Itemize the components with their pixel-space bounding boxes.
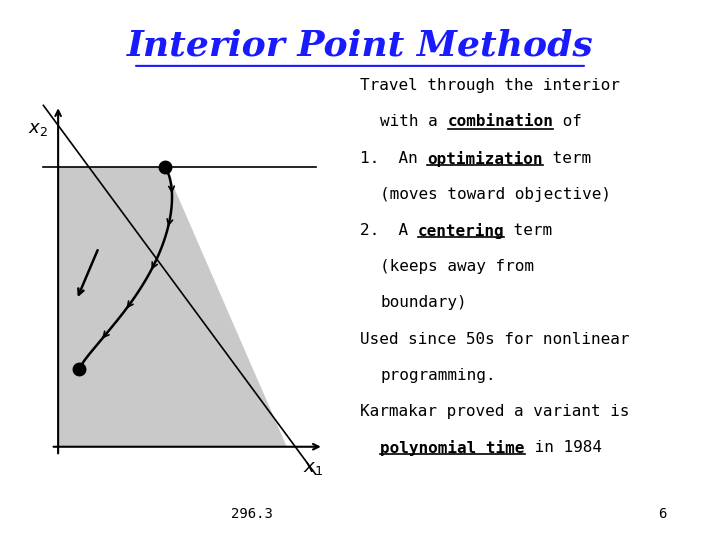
Text: (keeps away from: (keeps away from bbox=[380, 259, 534, 274]
Text: Travel through the interior: Travel through the interior bbox=[360, 78, 620, 93]
Text: 2.  A: 2. A bbox=[360, 223, 418, 238]
Text: 6: 6 bbox=[658, 507, 667, 521]
Text: $x_2$: $x_2$ bbox=[27, 120, 48, 138]
Text: term: term bbox=[543, 151, 591, 166]
Text: boundary): boundary) bbox=[380, 295, 467, 310]
Text: 296.3: 296.3 bbox=[231, 507, 273, 521]
Text: with a: with a bbox=[380, 114, 448, 130]
Polygon shape bbox=[58, 167, 287, 447]
Text: in 1984: in 1984 bbox=[525, 440, 601, 455]
Text: of: of bbox=[554, 114, 582, 130]
Text: Interior Point Methods: Interior Point Methods bbox=[127, 29, 593, 63]
Text: programming.: programming. bbox=[380, 368, 495, 383]
Text: polynomial time: polynomial time bbox=[380, 440, 525, 456]
Text: Used since 50s for nonlinear: Used since 50s for nonlinear bbox=[360, 332, 629, 347]
Text: $x_1$: $x_1$ bbox=[302, 458, 323, 477]
Text: centering: centering bbox=[418, 223, 505, 239]
Text: (moves toward objective): (moves toward objective) bbox=[380, 187, 611, 202]
Text: Karmakar proved a variant is: Karmakar proved a variant is bbox=[360, 404, 629, 419]
Text: combination: combination bbox=[448, 114, 554, 130]
Text: term: term bbox=[505, 223, 552, 238]
Text: 1.  An: 1. An bbox=[360, 151, 428, 166]
Text: optimization: optimization bbox=[428, 151, 543, 167]
